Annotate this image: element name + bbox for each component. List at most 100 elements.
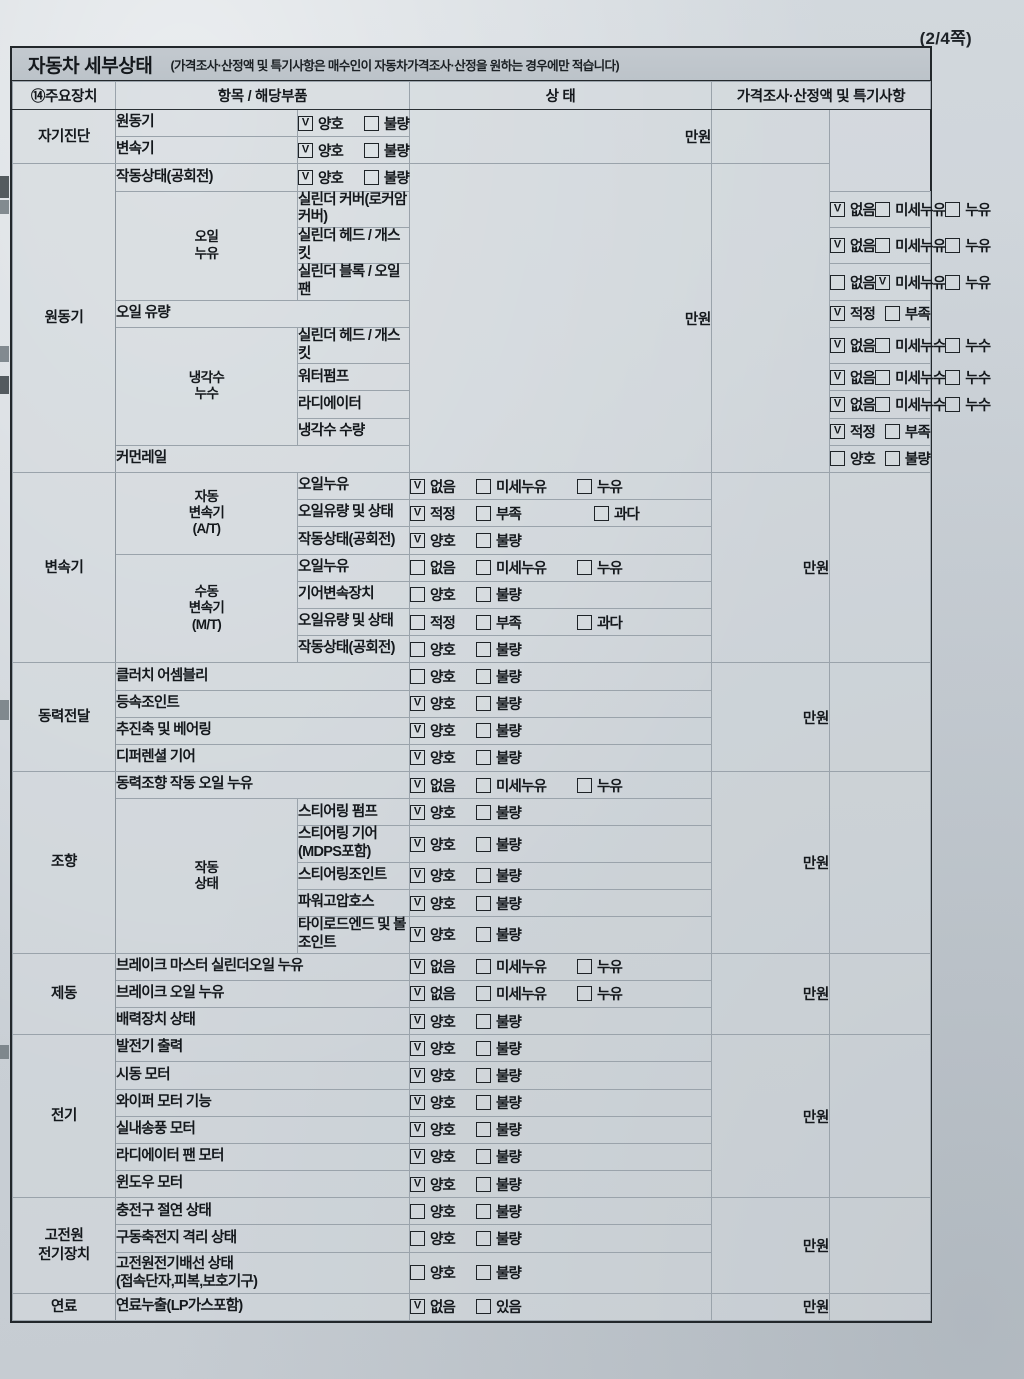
checkbox-empty-icon[interactable] <box>410 587 425 603</box>
checkbox-option[interactable]: V 적정 <box>410 503 476 524</box>
checkbox-checked-icon[interactable]: V <box>410 750 425 766</box>
price-amount-cell[interactable]: 만원 <box>409 108 712 165</box>
checkbox-empty-icon[interactable] <box>884 451 900 467</box>
checkbox-empty-icon[interactable] <box>577 560 592 576</box>
checkbox-option[interactable]: V 양호 <box>410 924 476 945</box>
checkbox-empty-icon[interactable] <box>410 1265 425 1281</box>
checkbox-checked-icon[interactable]: V <box>830 397 845 413</box>
price-amount-cell[interactable]: 만원 <box>711 952 830 1036</box>
checkbox-empty-icon[interactable] <box>945 338 961 354</box>
checkbox-option[interactable]: 적정 <box>410 612 476 633</box>
checkbox-empty-icon[interactable] <box>476 1040 491 1056</box>
checkbox-checked-icon[interactable]: V <box>410 804 425 820</box>
checkbox-checked-icon[interactable]: V <box>830 201 845 217</box>
checkbox-checked-icon[interactable]: V <box>830 369 845 385</box>
checkbox-empty-icon[interactable] <box>476 1095 491 1111</box>
checkbox-option[interactable]: 불량 <box>476 639 522 660</box>
checkbox-option[interactable]: V 없음 <box>410 1296 476 1317</box>
checkbox-checked-icon[interactable]: V <box>410 696 425 712</box>
checkbox-option[interactable]: 양호 <box>410 666 476 687</box>
checkbox-option[interactable]: V 양호 <box>410 893 476 914</box>
checkbox-option[interactable]: 누유 <box>945 235 991 256</box>
checkbox-option[interactable]: 불량 <box>476 693 522 714</box>
checkbox-empty-icon[interactable] <box>476 1231 491 1247</box>
checkbox-checked-icon[interactable]: V <box>410 1149 425 1165</box>
checkbox-checked-icon[interactable]: V <box>410 478 425 494</box>
checkbox-option[interactable]: 부족 <box>476 503 594 524</box>
checkbox-option[interactable]: 불량 <box>476 1092 522 1113</box>
checkbox-empty-icon[interactable] <box>476 1149 491 1165</box>
checkbox-empty-icon[interactable] <box>875 201 891 217</box>
checkbox-empty-icon[interactable] <box>884 424 900 440</box>
checkbox-option[interactable]: 부족 <box>476 612 577 633</box>
checkbox-empty-icon[interactable] <box>476 1067 491 1083</box>
checkbox-empty-icon[interactable] <box>410 614 425 630</box>
checkbox-option[interactable]: 불량 <box>476 1119 522 1140</box>
checkbox-option[interactable]: 누유 <box>945 199 991 220</box>
checkbox-empty-icon[interactable] <box>410 641 425 657</box>
checkbox-option[interactable]: V 양호 <box>410 530 476 551</box>
checkbox-option[interactable]: V 없음 <box>830 235 876 256</box>
checkbox-checked-icon[interactable]: V <box>410 1067 425 1083</box>
checkbox-empty-icon[interactable] <box>476 804 491 820</box>
checkbox-empty-icon[interactable] <box>476 895 491 911</box>
checkbox-option[interactable]: V 적정 <box>830 303 885 324</box>
checkbox-checked-icon[interactable]: V <box>298 142 313 158</box>
checkbox-checked-icon[interactable]: V <box>410 986 425 1002</box>
checkbox-empty-icon[interactable] <box>476 1122 491 1138</box>
checkbox-checked-icon[interactable]: V <box>875 274 891 290</box>
checkbox-option[interactable]: 과다 <box>594 503 640 524</box>
checkbox-empty-icon[interactable] <box>945 238 961 254</box>
checkbox-empty-icon[interactable] <box>410 1203 425 1219</box>
checkbox-empty-icon[interactable] <box>577 478 592 494</box>
checkbox-option[interactable]: V 양호 <box>410 720 476 741</box>
checkbox-option[interactable]: V 없음 <box>830 367 876 388</box>
checkbox-empty-icon[interactable] <box>476 505 491 521</box>
checkbox-empty-icon[interactable] <box>945 274 961 290</box>
checkbox-option[interactable]: V 양호 <box>410 834 476 855</box>
checkbox-empty-icon[interactable] <box>476 959 491 975</box>
checkbox-empty-icon[interactable] <box>476 836 491 852</box>
checkbox-option[interactable]: V 양호 <box>410 802 476 823</box>
checkbox-checked-icon[interactable]: V <box>410 868 425 884</box>
checkbox-option[interactable]: V 없음 <box>410 476 476 497</box>
checkbox-empty-icon[interactable] <box>476 696 491 712</box>
checkbox-option[interactable]: V 없음 <box>830 394 876 415</box>
checkbox-option[interactable]: V 양호 <box>410 1065 476 1086</box>
checkbox-checked-icon[interactable]: V <box>298 115 313 131</box>
checkbox-option[interactable]: 불량 <box>476 1146 522 1167</box>
checkbox-checked-icon[interactable]: V <box>410 505 425 521</box>
remarks-cell[interactable] <box>829 662 931 773</box>
remarks-cell[interactable] <box>829 1292 931 1322</box>
checkbox-option[interactable]: 양호 <box>410 639 476 660</box>
checkbox-empty-icon[interactable] <box>476 777 491 793</box>
checkbox-empty-icon[interactable] <box>476 1013 491 1029</box>
checkbox-option[interactable]: 부족 <box>884 421 931 442</box>
checkbox-option[interactable]: 미세누유 <box>476 557 577 578</box>
checkbox-option[interactable]: V 양호 <box>298 167 364 188</box>
checkbox-empty-icon[interactable] <box>476 641 491 657</box>
checkbox-option[interactable]: V 양호 <box>410 1146 476 1167</box>
checkbox-option[interactable]: 불량 <box>476 893 522 914</box>
checkbox-option[interactable]: 미세누유 <box>476 476 577 497</box>
checkbox-option[interactable]: 누유 <box>945 272 991 293</box>
checkbox-option[interactable]: 불량 <box>476 1011 522 1032</box>
checkbox-option[interactable]: V 적정 <box>830 421 885 442</box>
checkbox-option[interactable]: 양호 <box>410 1201 476 1222</box>
checkbox-empty-icon[interactable] <box>363 142 379 158</box>
checkbox-option[interactable]: V 양호 <box>410 693 476 714</box>
checkbox-option[interactable]: 불량 <box>476 865 522 886</box>
checkbox-option[interactable]: 없음 <box>410 557 476 578</box>
checkbox-empty-icon[interactable] <box>476 614 491 630</box>
remarks-cell[interactable] <box>829 1034 931 1199</box>
price-amount-cell[interactable]: 만원 <box>711 771 830 954</box>
checkbox-option[interactable]: V 없음 <box>410 956 476 977</box>
price-amount-cell[interactable]: 만원 <box>711 1034 830 1199</box>
checkbox-checked-icon[interactable]: V <box>410 959 425 975</box>
checkbox-option[interactable]: 불량 <box>363 113 410 134</box>
checkbox-empty-icon[interactable] <box>476 1265 491 1281</box>
checkbox-option[interactable]: 미세누수 <box>875 394 946 415</box>
checkbox-option[interactable]: 미세누수 <box>875 335 946 356</box>
checkbox-checked-icon[interactable]: V <box>298 169 313 185</box>
checkbox-checked-icon[interactable]: V <box>410 1040 425 1056</box>
